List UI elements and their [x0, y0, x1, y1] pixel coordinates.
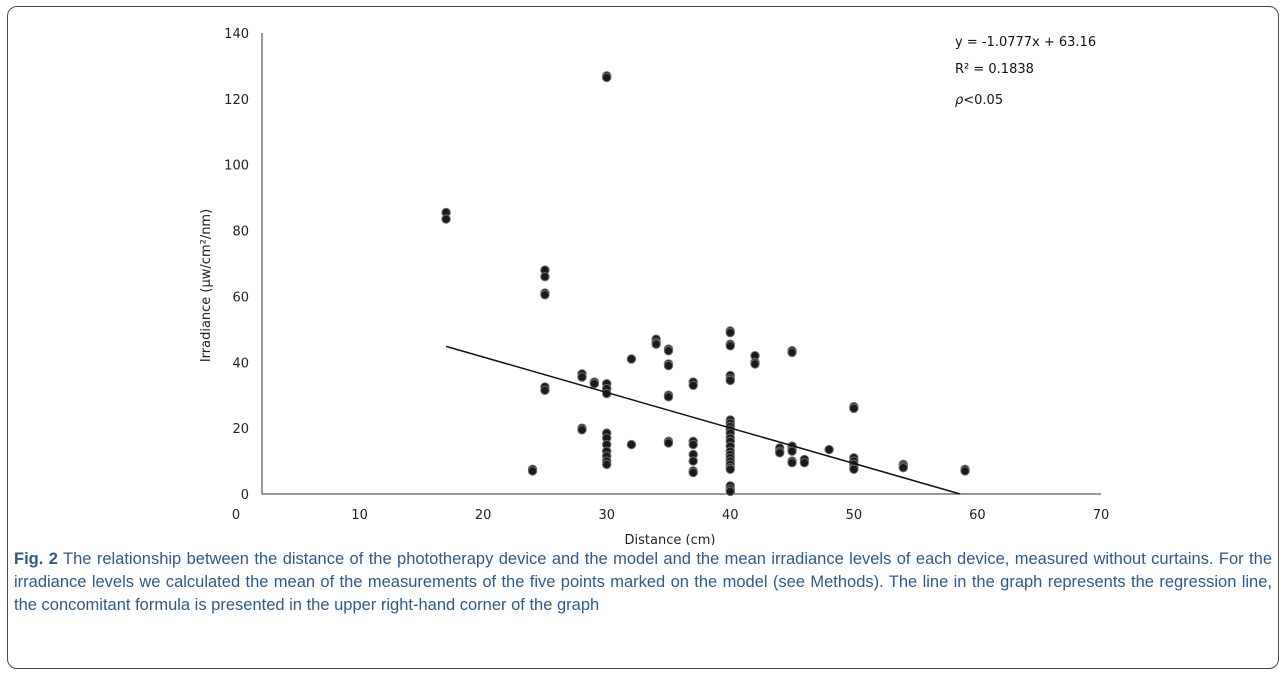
scatter-point	[775, 448, 785, 458]
scatter-point	[589, 378, 600, 389]
y-tick-label: 0	[241, 488, 249, 503]
scatter-point	[441, 214, 451, 224]
scatter-point	[787, 347, 797, 358]
y-tick-labels: 0 20 40 60 80 100 120 140	[224, 27, 249, 503]
figure-frame	[7, 6, 1279, 669]
y-tick-label: 100	[224, 159, 249, 174]
scatter-point	[898, 462, 908, 473]
scatter-point	[663, 392, 674, 402]
x-axis-title: Distance (cm)	[625, 533, 716, 545]
scatter-point	[787, 458, 797, 468]
y-tick-label: 20	[232, 422, 249, 437]
y-tick-label: 80	[232, 225, 249, 240]
scatter-point	[799, 458, 810, 468]
regression-equation: y = -1.0777x + 63.16	[955, 35, 1096, 50]
y-axis-title: Irradiance (µw/cm²/nm)	[199, 209, 214, 362]
scatter-point	[663, 360, 674, 371]
scatter-point	[602, 459, 612, 470]
scatter-point	[725, 341, 735, 351]
p-value-label: ρ<0.05	[955, 93, 1003, 108]
scatter-point	[527, 466, 538, 476]
y-tick-label: 140	[224, 27, 249, 42]
x-tick-label: 0	[232, 508, 240, 523]
x-tick-label: 20	[475, 508, 492, 523]
caption-label: Fig. 2	[14, 550, 58, 568]
scatter-point	[824, 444, 834, 455]
scatter-point	[750, 359, 760, 369]
scatter-point	[663, 346, 674, 356]
scatter-chart: 0 10 20 30 40 50 60 70 0 20 40 60 80 100 120 140 Dista…	[199, 27, 1109, 545]
y-tick-label: 120	[224, 93, 249, 108]
scatter-point	[577, 425, 587, 435]
scatter-point	[651, 339, 661, 349]
scatter-point	[787, 446, 797, 456]
scatter-point	[960, 466, 970, 476]
scatter-point	[540, 385, 550, 395]
scatter-point	[577, 372, 587, 382]
y-tick-label: 60	[232, 290, 249, 305]
scatter-point	[725, 327, 735, 338]
x-tick-label: 30	[598, 508, 615, 523]
x-tick-label: 40	[722, 508, 739, 523]
scatter-point	[663, 438, 674, 448]
chart-axes	[261, 33, 1101, 495]
scatter-point	[688, 456, 698, 466]
scatter-point	[602, 72, 612, 83]
scatter-point	[688, 467, 698, 478]
p-symbol: ρ	[955, 93, 964, 108]
scatter-point	[849, 464, 859, 475]
x-tick-label: 50	[846, 508, 863, 523]
scatter-point	[540, 271, 550, 282]
scatter-point	[626, 439, 637, 450]
x-tick-labels: 0 10 20 30 40 50 60 70	[232, 508, 1109, 523]
scatter-point	[688, 439, 698, 450]
x-tick-label: 10	[351, 508, 368, 523]
figure-caption: Fig. 2 The relationship between the dist…	[14, 548, 1272, 617]
caption-text: The relationship between the distance of…	[14, 550, 1272, 614]
scatter-point	[725, 486, 735, 497]
scatter-point	[725, 464, 735, 475]
scatter-point	[626, 354, 637, 364]
r-squared-label: R² = 0.1838	[955, 62, 1034, 77]
scatter-point	[725, 375, 735, 386]
x-tick-label: 60	[969, 508, 986, 523]
regression-line	[445, 345, 961, 495]
scatter-point	[540, 290, 550, 300]
x-tick-label: 70	[1093, 508, 1110, 523]
p-threshold: <0.05	[963, 93, 1003, 108]
y-tick-label: 40	[232, 356, 249, 371]
scatter-point	[688, 380, 698, 391]
scatter-point	[849, 403, 859, 414]
data-points	[441, 71, 970, 497]
